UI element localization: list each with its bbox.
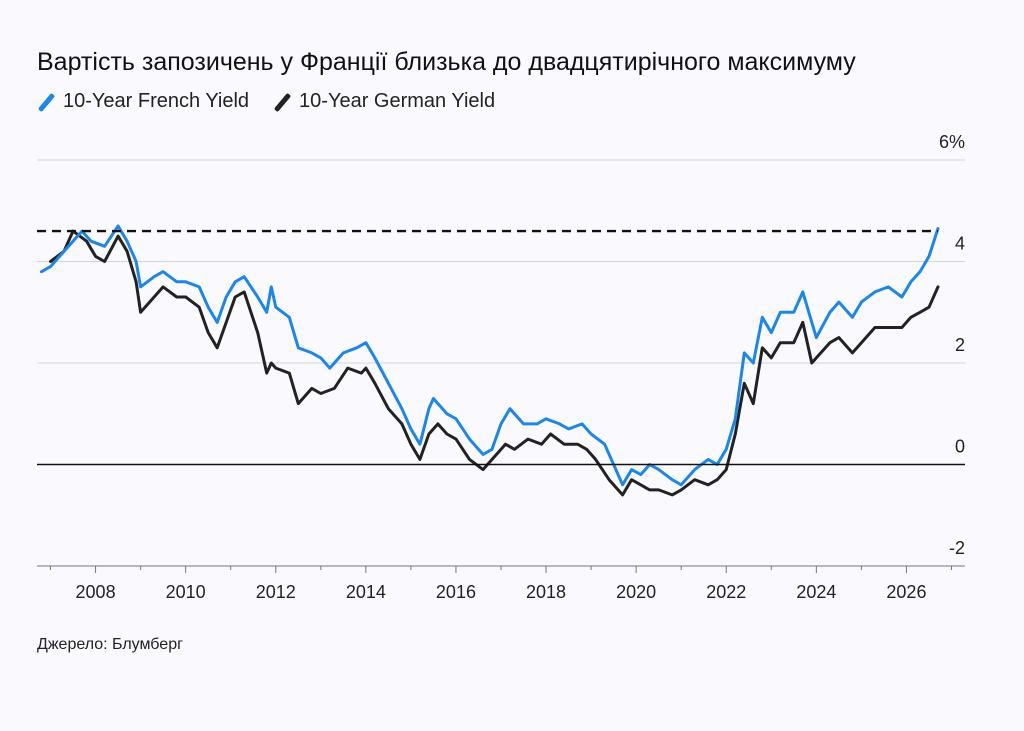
x-tick-label-2012: 2012 (256, 582, 296, 602)
series-layer (40, 224, 940, 497)
x-tick-label-2020: 2020 (616, 582, 656, 602)
y-tick-label-6: 6% (939, 132, 965, 152)
x-tick-label-2022: 2022 (706, 582, 746, 602)
x-tick-label-2016: 2016 (436, 582, 476, 602)
legend-item-french: 10-Year French Yield (37, 90, 249, 113)
legend-label-german: 10-Year German Yield (299, 90, 496, 112)
x-tick-label-2010: 2010 (166, 582, 206, 602)
y-tick-label-0: 0 (955, 437, 965, 457)
grid-layer (37, 159, 965, 567)
legend-item-german: 10-Year German Yield (273, 90, 495, 113)
x-tick-label-2026: 2026 (886, 582, 926, 602)
legend-label-french: 10-Year French Yield (63, 90, 250, 112)
x-tick-label-2018: 2018 (526, 582, 566, 602)
axis-layer: 6% 4 2 0 -2 2008 2010 2012 2014 2016 2018 2020 2022 2… (37, 132, 965, 602)
x-tick-label-2008: 2008 (76, 582, 116, 602)
y-tick-label--2: -2 (949, 538, 965, 558)
chart-title: Вартість запозичень у Франції близька до… (37, 48, 856, 76)
source-note: Джерело: Блумберг (37, 636, 183, 653)
y-tick-label-2: 2 (955, 335, 965, 355)
x-tick-label-2024: 2024 (796, 582, 836, 602)
legend: 10-Year French Yield 10-Year German Yiel… (37, 90, 495, 113)
x-tick-label-2014: 2014 (346, 582, 386, 602)
y-tick-label-4: 4 (955, 234, 965, 254)
series-line-french (40, 224, 940, 487)
series-line-german (49, 229, 940, 497)
